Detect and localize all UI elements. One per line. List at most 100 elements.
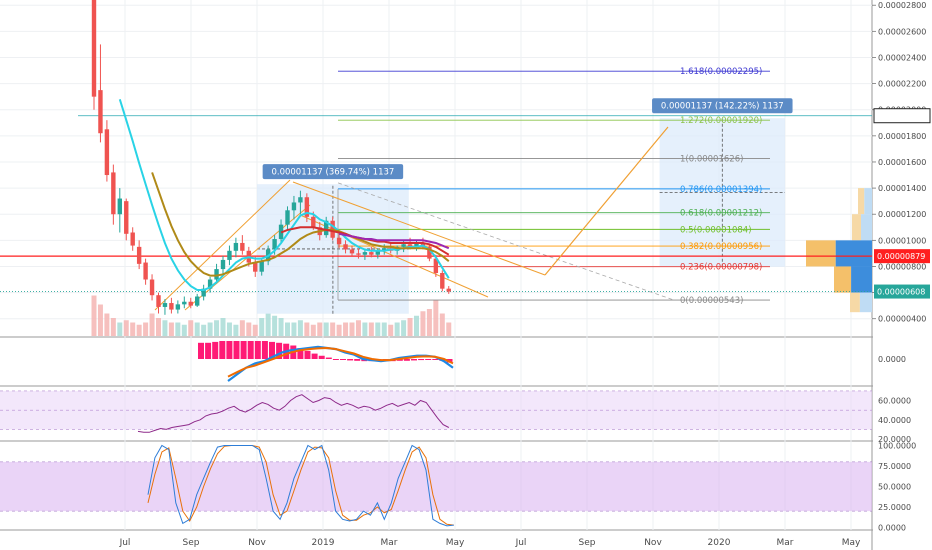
candle-body: [304, 197, 310, 217]
moving-average-line: [151, 172, 450, 277]
volume-bar: [181, 324, 187, 336]
candle: [201, 284, 206, 301]
stochastic-pane: [0, 444, 872, 527]
rsi-band: [0, 390, 872, 430]
candle-body: [195, 296, 200, 306]
price-tick-label: 0.00000800: [878, 262, 926, 271]
stoch-tick-label: 25.0000: [878, 503, 911, 512]
candle-body: [207, 279, 213, 289]
volume-bar: [343, 322, 349, 336]
fib-level-label: 0.618(0.00001212): [680, 209, 762, 219]
candle-body: [362, 252, 368, 255]
price-tick-label: 0.00001400: [878, 184, 926, 193]
time-tick-label: Sep: [183, 538, 200, 548]
time-tick-label: 2020: [708, 538, 731, 548]
fib-level-label: 1.618(0.00002295): [680, 67, 762, 77]
measure-label-bg: [652, 98, 793, 114]
macd-histogram-bar: [205, 342, 212, 359]
volume-bar: [175, 322, 181, 336]
volume-profile-row: [864, 188, 872, 215]
volume-bar: [426, 309, 432, 336]
macd-histogram-bar: [212, 341, 219, 359]
candle: [220, 256, 226, 276]
volume-bar: [233, 324, 239, 336]
volume-bar: [104, 313, 110, 336]
volume-bar: [285, 322, 290, 336]
volume-bar: [446, 322, 452, 336]
candle: [130, 227, 135, 251]
price-tag: [873, 108, 931, 124]
candle: [362, 249, 368, 260]
volume-bar: [349, 322, 355, 336]
candle: [233, 237, 239, 258]
time-tick-label: Nov: [644, 538, 662, 548]
macd-histogram-bar: [347, 359, 354, 361]
candle-body: [214, 269, 219, 280]
price-tick-label: 0.00000400: [878, 315, 926, 324]
candle-body: [349, 249, 355, 254]
volume-bar: [401, 320, 407, 336]
volume-bar: [323, 322, 329, 336]
candle-body: [298, 197, 303, 203]
macd-pane: [198, 341, 454, 382]
macd-histogram-bar: [233, 341, 240, 359]
candle-body: [156, 295, 161, 307]
candle-body: [188, 301, 193, 306]
volume-profile-row: [834, 266, 852, 293]
candle: [188, 297, 193, 309]
candle-body: [253, 262, 258, 272]
candle-body: [356, 253, 361, 255]
volume-bar: [394, 322, 400, 336]
projection-line: [544, 126, 669, 276]
macd-histogram-bar: [403, 359, 410, 361]
candle: [143, 258, 148, 285]
price-tick-label: 0.00002400: [878, 53, 926, 62]
moving-average-line: [118, 99, 450, 291]
price-tick-label: 0.00002200: [878, 80, 926, 89]
volume-bar: [226, 322, 232, 336]
price-tag-label: 0.00001954: [877, 112, 925, 121]
macd-histogram-bar: [219, 341, 226, 359]
candle: [369, 246, 374, 258]
fibonacci-extension: 1.618(0.00002295) 1.272(0.00001920) 1(0.00…: [337, 67, 770, 306]
macd-histogram-bar: [254, 341, 261, 359]
macd-histogram-bar: [332, 359, 339, 360]
macd-histogram-bar: [261, 341, 268, 359]
volume-bar: [278, 318, 284, 336]
volume-bar: [420, 311, 426, 336]
volume-bar: [355, 320, 361, 336]
indicator-axes: 0.0000 60.0000 40.0000 20.0000100.0000 75.00…: [878, 355, 916, 533]
volume-bar: [214, 320, 220, 336]
volume-bars: [91, 295, 452, 336]
volume-bar: [168, 322, 174, 336]
volume-bar: [388, 324, 394, 336]
candle: [427, 244, 432, 262]
macd-histogram-bar: [425, 359, 432, 360]
time-tick-label: Jul: [119, 538, 131, 548]
fib-level-label: 1.272(0.00001920): [680, 116, 762, 126]
volume-bar: [246, 322, 252, 336]
candle: [349, 245, 355, 257]
macd-histogram-bar: [325, 357, 332, 359]
time-axis: Jul Sep Nov 2019 Mar May Jul Sep Nov 2020 Mar May: [119, 538, 861, 548]
axis-bg: [873, 0, 932, 550]
stoch-k-line: [147, 444, 454, 527]
volume-bar: [407, 318, 413, 336]
macd-histogram-bar: [269, 341, 275, 359]
macd-histogram-bar: [226, 341, 233, 359]
volume-bar: [162, 320, 168, 336]
candle-body: [446, 288, 451, 292]
volume-profile-row: [850, 292, 860, 313]
candle-body: [149, 279, 155, 296]
candle-body: [272, 239, 277, 250]
price-tick-label: 0.00002600: [878, 27, 926, 36]
fib-level-label: 0.5(0.00001084): [680, 225, 752, 235]
candle-body: [259, 261, 264, 272]
macd-histogram-bar: [304, 350, 311, 359]
candle: [175, 300, 181, 314]
time-tick-label: May: [446, 538, 465, 548]
candles: [91, 0, 451, 315]
candle-body: [433, 258, 439, 273]
stoch-tick-label: 75.0000: [878, 462, 911, 471]
